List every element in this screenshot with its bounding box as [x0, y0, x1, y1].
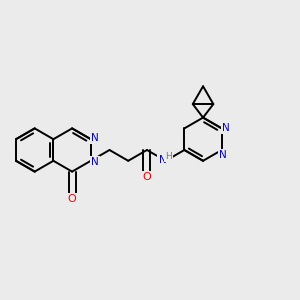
Text: H: H	[165, 152, 172, 160]
Text: N: N	[219, 150, 226, 160]
Text: O: O	[142, 172, 151, 182]
Text: O: O	[68, 194, 76, 204]
Text: N: N	[91, 133, 98, 142]
Text: N: N	[159, 154, 166, 164]
Text: N: N	[91, 157, 98, 167]
Text: N: N	[222, 123, 230, 133]
